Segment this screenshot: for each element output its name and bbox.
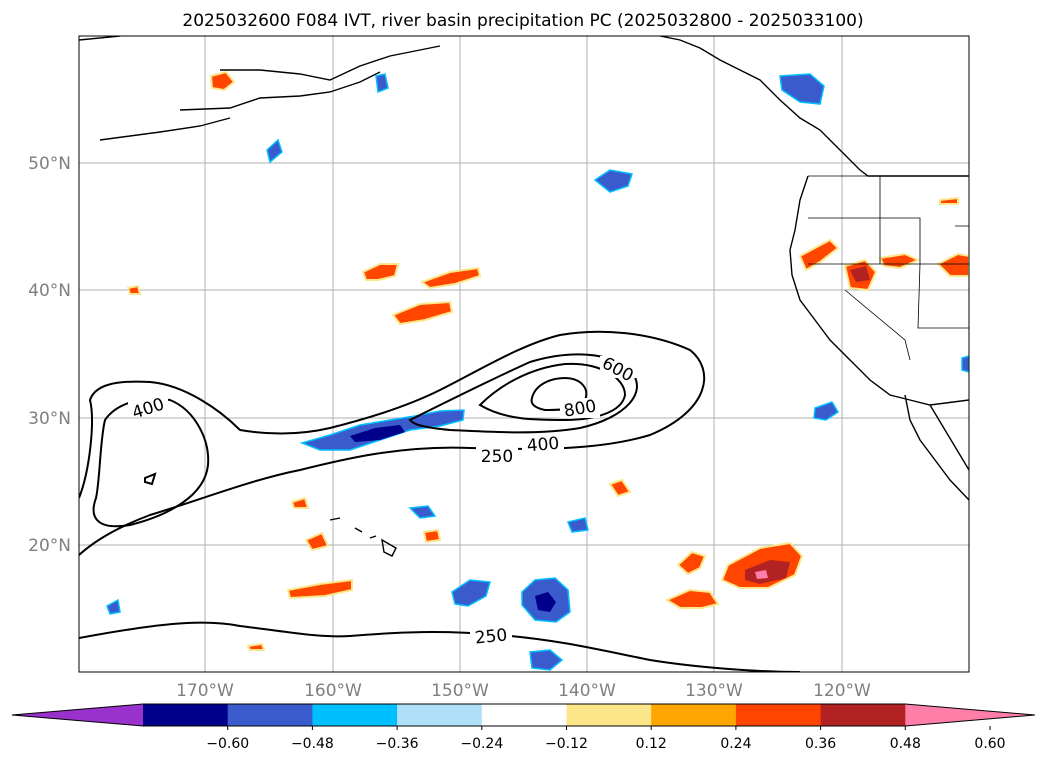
contour-label-bg (522, 434, 564, 454)
colorbar-tick-label: 0.60 (974, 736, 1005, 752)
precip-patch (593, 169, 633, 193)
state-borders (808, 175, 969, 361)
precip-patch (350, 425, 405, 442)
map-panel: 400 600 800 400 250 250 (78, 35, 970, 673)
lat-label: 20°N (28, 536, 71, 556)
precip-patch (566, 517, 589, 533)
precip-patch (535, 592, 556, 612)
precip-patch (304, 531, 330, 552)
colorbar-segment (735, 704, 822, 726)
colorbar-segment (397, 704, 483, 726)
lon-label: 150°W (431, 681, 489, 701)
contour-label: 250 (481, 447, 513, 467)
precip-patch (779, 73, 825, 105)
contour-label-bg (128, 396, 168, 416)
coastline-aleutians (79, 36, 441, 111)
colorbar-tick-label: 0.36 (805, 736, 836, 752)
contour-labels: 400 600 800 400 250 250 (128, 353, 640, 649)
contour-label-bg (476, 446, 518, 466)
contour-label: 250 (474, 625, 508, 648)
precip-patch (266, 138, 283, 164)
ivt-contour-250-north (79, 330, 706, 556)
map-title: 2025032600 F084 IVT, river basin precipi… (182, 11, 863, 31)
precip-patch (529, 649, 564, 671)
colorbar-extend-max (905, 704, 1035, 726)
contour-label-bg (470, 626, 512, 646)
colorbar-tick-label: 0.12 (636, 736, 667, 752)
lon-label: 170°W (176, 681, 234, 701)
precip-patch (106, 598, 121, 615)
precip-patch (408, 505, 437, 519)
colorbar-segment (227, 704, 313, 726)
precip-patch (608, 478, 632, 498)
precip-patch (391, 300, 454, 326)
precip-patch (209, 70, 236, 92)
precip-pc-shading (106, 70, 969, 671)
colorbar-tick-label: 0.24 (720, 736, 751, 752)
precip-patch (451, 579, 491, 607)
precip-patch (939, 196, 959, 205)
coastline-baja (904, 394, 969, 501)
precip-patch (419, 266, 482, 290)
precip-patch (745, 560, 790, 584)
colorbar-tick-label: 0.48 (890, 736, 921, 752)
ivt-contour-250-south (79, 621, 801, 672)
precip-patch (126, 284, 142, 295)
colorbar-tick-label: −0.12 (545, 736, 588, 752)
map-background (79, 36, 969, 672)
precip-patch (961, 355, 969, 373)
precip-patch (664, 588, 720, 609)
lat-label: 50°N (28, 154, 71, 174)
precip-patch (676, 550, 707, 576)
colorbar-extend-min (12, 704, 143, 726)
coastline-hawaii (329, 517, 397, 557)
coastline-mexico (929, 404, 969, 471)
state-border-lines (808, 175, 969, 361)
precip-patch (286, 578, 353, 600)
colorbar-segment (481, 704, 567, 726)
ivt-contours (79, 330, 801, 672)
colorbar-segment (820, 704, 906, 726)
colorbar-segment (312, 704, 398, 726)
coastline-us-west (789, 175, 969, 406)
colorbar-tick-label: −0.60 (206, 736, 249, 752)
precip-patch (850, 266, 870, 282)
precip-patch (290, 496, 310, 509)
precip-patch (936, 252, 969, 277)
lon-label: 140°W (558, 681, 616, 701)
contour-label-bg (600, 356, 640, 378)
precip-patch (813, 401, 840, 421)
colorbar-tick-label: −0.48 (291, 736, 334, 752)
contour-label: 400 (526, 434, 560, 457)
ivt-contour-600 (478, 362, 627, 422)
longitude-labels: 170°W 160°W 150°W 140°W 130°W 120°W (176, 681, 871, 701)
colorbar: −0.60 −0.48 −0.36 −0.24 −0.12 0.12 0.24 0.36 0.4… (11, 703, 1036, 752)
coastline-aleutians-west (99, 117, 231, 141)
precip-patch (755, 570, 768, 579)
lat-label: 40°N (28, 281, 71, 301)
precip-patch (375, 73, 389, 94)
colorbar-outline (11, 703, 1036, 727)
map-frame (78, 35, 970, 673)
precip-patch (246, 642, 266, 651)
lon-label: 160°W (304, 681, 362, 701)
ivt-contour-400-small (144, 472, 157, 486)
colorbar-segment (143, 704, 229, 726)
lat-label: 30°N (28, 409, 71, 429)
precip-patch (422, 528, 442, 544)
precip-patch (798, 238, 840, 272)
lon-label: 120°W (813, 681, 871, 701)
colorbar-segment (651, 704, 737, 726)
colorbar-segment (566, 704, 652, 726)
contour-label-bg (560, 398, 600, 418)
lon-label: 130°W (685, 681, 743, 701)
precip-patch (361, 263, 400, 281)
ivt-contour-400-center (408, 353, 638, 434)
latitude-labels: 50°N 40°N 30°N 20°N (28, 154, 71, 556)
colorbar-tick-label: −0.36 (376, 736, 419, 752)
colorbar-tick-label: −0.24 (460, 736, 503, 752)
